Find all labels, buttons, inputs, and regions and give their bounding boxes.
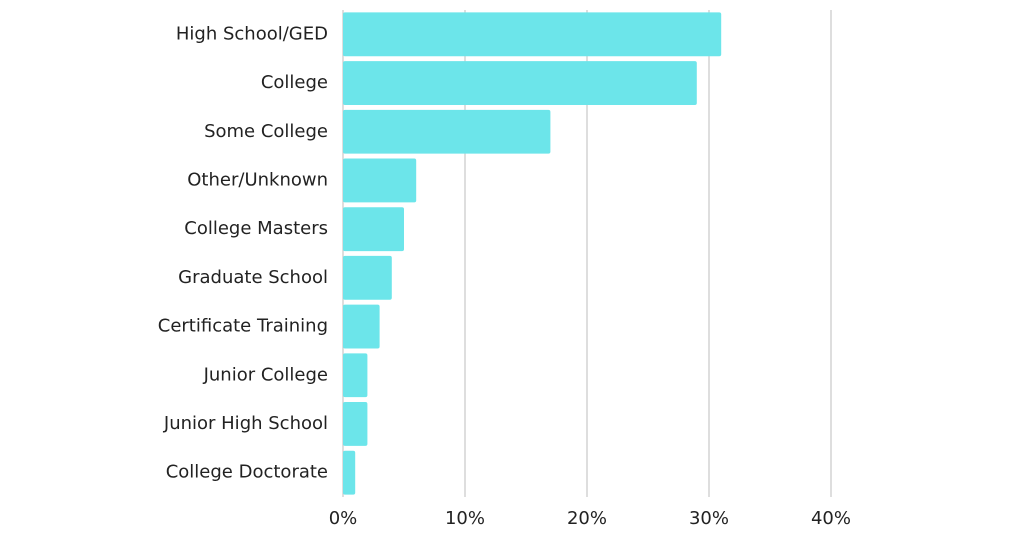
y-tick-label: High School/GED	[176, 23, 328, 44]
bar	[343, 158, 417, 203]
y-tick-label: Certificate Training	[158, 316, 328, 337]
x-tick-label: 10%	[445, 508, 485, 529]
y-tick-label: Junior High School	[163, 413, 328, 434]
y-tick-label: Graduate School	[178, 267, 328, 288]
bar	[343, 450, 356, 495]
y-tick-label: College Doctorate	[166, 462, 328, 483]
bar	[343, 402, 368, 446]
bar	[343, 109, 551, 154]
y-tick-label: Junior College	[203, 364, 328, 385]
bar	[343, 304, 380, 349]
x-tick-label: 0%	[329, 508, 358, 529]
bar	[343, 255, 392, 300]
y-tick-label: College Masters	[184, 218, 328, 239]
bar	[343, 207, 404, 252]
y-tick-label: College	[261, 72, 328, 93]
x-tick-label: 30%	[689, 508, 729, 529]
y-tick-label: Other/Unknown	[187, 169, 328, 190]
x-tick-label: 20%	[567, 508, 607, 529]
y-tick-label: Some College	[204, 121, 328, 142]
bar	[343, 61, 697, 105]
x-tick-label: 40%	[811, 508, 851, 529]
bar	[343, 12, 722, 57]
bar	[343, 353, 368, 398]
